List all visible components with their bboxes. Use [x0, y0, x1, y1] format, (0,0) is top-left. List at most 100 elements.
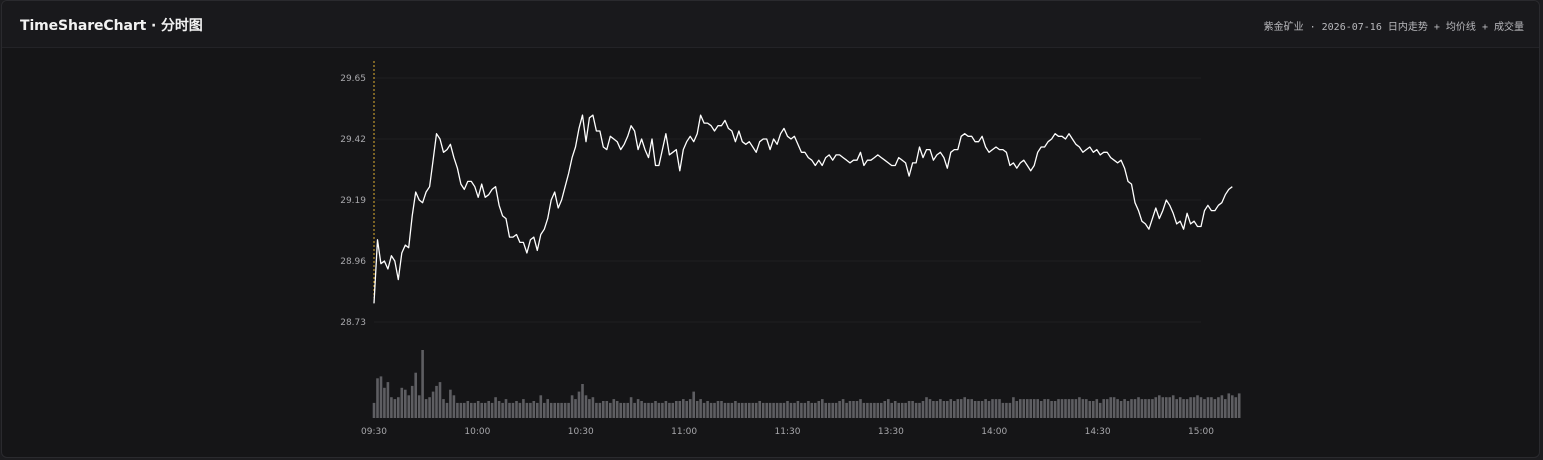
volume-bar: [393, 399, 397, 418]
volume-bar: [1060, 399, 1064, 418]
volume-bar: [744, 402, 748, 418]
volume-bar: [765, 402, 768, 418]
x-tick-label: 14:00: [981, 427, 1007, 437]
volume-bar: [1178, 397, 1182, 418]
volume-bar: [570, 395, 574, 418]
volume-bar: [595, 402, 598, 418]
volume-bar: [925, 397, 928, 418]
volume-bar: [1043, 399, 1046, 418]
volume-bar: [1158, 395, 1161, 418]
volume-bar: [956, 399, 960, 418]
volume-bar: [893, 401, 897, 418]
volume-bar: [720, 401, 723, 418]
volume-bar: [942, 401, 946, 418]
x-tick-label: 09:30: [361, 427, 387, 437]
volume-bar: [838, 401, 841, 418]
volume-bar: [431, 391, 435, 418]
price-line: [373, 114, 1233, 304]
volume-bar: [1192, 397, 1196, 418]
volume-bar: [758, 401, 761, 418]
volume-bar: [1001, 402, 1005, 418]
volume-bar: [959, 399, 963, 418]
volume-bar: [546, 399, 549, 418]
volume-bar: [869, 402, 873, 418]
volume-bar: [602, 401, 605, 418]
volume-bar: [1237, 393, 1241, 418]
volume-bar: [932, 401, 935, 418]
volume-bar: [598, 402, 602, 418]
volume-bar: [1154, 397, 1158, 418]
volume-bar: [966, 399, 970, 418]
volume-bar: [442, 399, 445, 418]
volume-bar: [490, 402, 494, 418]
volume-bar: [1234, 397, 1238, 418]
x-tick-label: 10:30: [568, 427, 594, 437]
volume-bar: [768, 402, 772, 418]
volume-bar: [1130, 399, 1133, 418]
x-tick-label: 11:00: [671, 427, 697, 437]
volume-bar: [518, 402, 522, 418]
volume-bar: [880, 402, 883, 418]
volume-bar: [1019, 399, 1022, 418]
volume-bar: [435, 385, 438, 418]
volume-bar: [803, 402, 807, 418]
volume-bar: [511, 402, 515, 418]
volume-bar: [751, 402, 755, 418]
volume-bar: [609, 402, 612, 418]
volume-bar: [543, 402, 546, 418]
volume-bar: [779, 402, 782, 418]
volume-bar: [845, 402, 848, 418]
volume-bar: [890, 402, 893, 418]
volume-bar: [782, 402, 786, 418]
volume-bar: [963, 397, 966, 418]
volume-bar: [476, 401, 480, 418]
volume-bar: [452, 395, 456, 418]
volume-bar: [428, 397, 431, 418]
volume-bar: [619, 402, 622, 418]
volume-bar: [654, 401, 657, 418]
volume-bar: [668, 402, 671, 418]
volume-bar: [834, 402, 838, 418]
volume-bar: [1109, 397, 1112, 418]
volume-bar: [723, 402, 727, 418]
volume-bar: [991, 399, 994, 418]
volume-bar: [414, 372, 417, 418]
volume-bar: [400, 387, 404, 418]
volume-bar: [900, 402, 904, 418]
volume-bar: [487, 401, 490, 418]
volume-bar: [1092, 401, 1095, 418]
volume-bar: [1123, 399, 1126, 418]
volume-bar: [699, 399, 702, 418]
volume-bar: [417, 395, 421, 418]
volume-bar: [647, 402, 650, 418]
volume-bar: [494, 397, 497, 418]
volume-bar: [682, 399, 685, 418]
volume-bar: [761, 402, 765, 418]
volume-bar: [727, 402, 730, 418]
volume-bar: [372, 402, 376, 418]
volume-bar: [553, 402, 556, 418]
volume-bar: [1095, 399, 1099, 418]
volume-bar: [821, 399, 824, 418]
volume-bar: [539, 395, 543, 418]
volume-bar: [664, 401, 668, 418]
volume-bar: [497, 401, 501, 418]
volume-bar: [1071, 399, 1074, 418]
volume-bar: [859, 399, 862, 418]
volume-bar: [855, 401, 859, 418]
volume-bar: [390, 397, 393, 418]
volume-bar: [709, 402, 713, 418]
volume-bar: [688, 399, 692, 418]
volume-bar: [661, 402, 664, 418]
volume-bar: [1032, 399, 1036, 418]
volume-bar: [574, 399, 577, 418]
volume-bar: [643, 402, 647, 418]
volume-bar: [1144, 399, 1147, 418]
x-tick-label: 11:30: [775, 427, 801, 437]
volume-bar: [713, 402, 716, 418]
volume-bar: [678, 401, 682, 418]
volume-bar: [675, 401, 678, 418]
volume-bar: [650, 402, 654, 418]
volume-bar: [501, 402, 504, 418]
volume-bar: [1046, 399, 1050, 418]
